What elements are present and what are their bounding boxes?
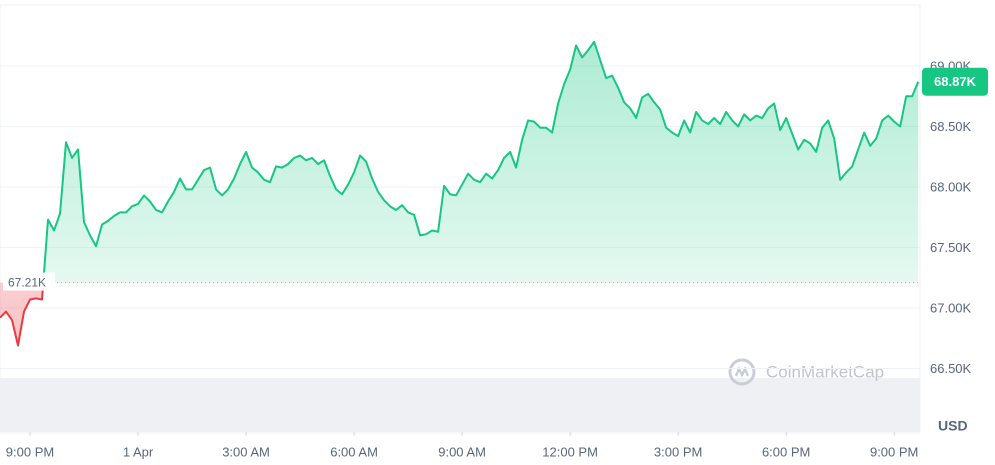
y-tick-label: 67.50K	[930, 240, 972, 255]
baseline-label: 67.21K	[8, 276, 46, 290]
y-tick-label: 67.00K	[930, 300, 972, 315]
x-tick-label: 1 Apr	[123, 444, 154, 459]
plot-frame	[0, 4, 921, 434]
y-tick-label: 68.50K	[930, 119, 972, 134]
y-unit: USD	[938, 418, 968, 434]
y-tick-label: 66.50K	[930, 361, 972, 376]
x-tick-label: 6:00 PM	[762, 444, 810, 459]
x-tick-label: 9:00 PM	[6, 444, 54, 459]
x-tick-label: 3:00 PM	[654, 444, 702, 459]
watermark: CoinMarketCap	[766, 362, 884, 381]
x-tick-label: 3:00 AM	[222, 444, 270, 459]
x-tick-label: 6:00 AM	[330, 444, 378, 459]
y-tick-label: 68.00K	[930, 179, 972, 194]
price-line-above	[42, 40, 920, 283]
x-tick-label: 9:00 AM	[438, 444, 486, 459]
last-price-label: 68.87K	[934, 74, 977, 89]
area-above	[0, 41, 919, 283]
volume-band	[0, 378, 920, 432]
x-tick-label: 9:00 PM	[870, 444, 918, 459]
watermark-logo	[728, 358, 756, 386]
x-tick-label: 12:00 PM	[542, 444, 598, 459]
baseline-label-bg	[3, 272, 55, 291]
last-price-badge	[922, 67, 988, 96]
